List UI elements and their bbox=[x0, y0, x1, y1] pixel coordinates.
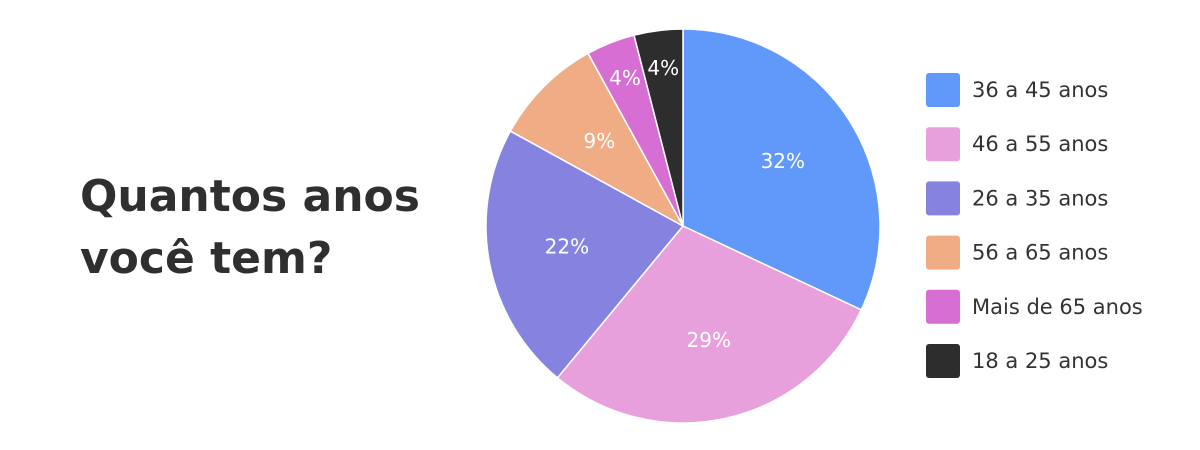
pie-slice bbox=[556, 225, 863, 424]
legend-label: 36 a 45 anos bbox=[972, 78, 1108, 102]
legend-label: 18 a 25 anos bbox=[972, 349, 1108, 373]
slice-label: 4% bbox=[647, 56, 679, 80]
legend-label: 26 a 35 anos bbox=[972, 186, 1108, 210]
slice-label: 29% bbox=[687, 328, 731, 352]
slice-label: 9% bbox=[584, 129, 616, 153]
legend-swatch bbox=[926, 73, 960, 107]
chart-title: Quantos anos você tem? bbox=[80, 171, 420, 284]
legend-swatch bbox=[926, 235, 960, 270]
legend-label: 46 a 55 anos bbox=[972, 132, 1108, 156]
legend-swatch bbox=[926, 289, 960, 324]
legend-swatch bbox=[926, 181, 960, 216]
pie-slice bbox=[682, 28, 881, 311]
legend-label: Mais de 65 anos bbox=[972, 295, 1143, 319]
pie-slice bbox=[633, 28, 684, 227]
slice-label: 4% bbox=[609, 66, 641, 90]
pie-slice bbox=[509, 52, 685, 228]
legend-swatch bbox=[926, 127, 960, 162]
slice-label: 32% bbox=[761, 149, 805, 173]
pie-slice bbox=[485, 130, 685, 379]
slice-label: 22% bbox=[545, 235, 589, 259]
legend-label: 56 a 65 anos bbox=[972, 241, 1108, 265]
legend-swatch bbox=[926, 344, 960, 378]
